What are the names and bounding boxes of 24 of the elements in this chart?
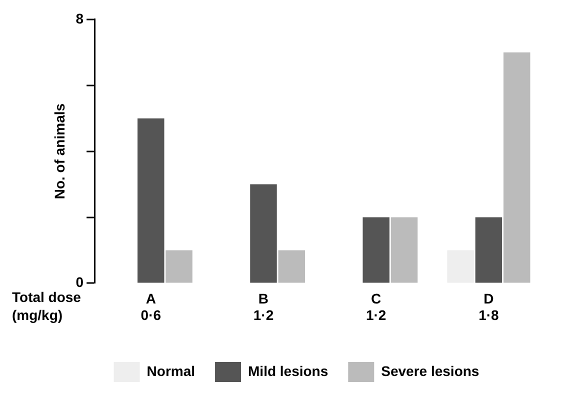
text: 1·8: [478, 307, 500, 324]
x-axis-title: Total dose (mg/kg): [12, 289, 82, 324]
bar: [278, 250, 306, 283]
text: 1·2: [366, 307, 386, 324]
text: 0·6: [140, 307, 162, 324]
y-axis-title: No. of animals: [51, 103, 68, 200]
bar: [390, 217, 418, 283]
bar: [503, 52, 530, 283]
legend-label: Normal: [146, 362, 196, 379]
bar: [138, 118, 164, 283]
bar: [362, 217, 390, 283]
legend-label: Severe lesions: [381, 362, 480, 379]
x-tick-label: B: [258, 290, 269, 306]
legend-label: Mild lesions: [248, 362, 328, 379]
bar: [447, 250, 474, 283]
y-tick-label: 8: [76, 10, 84, 26]
text: 1·2: [253, 307, 274, 324]
x-tick-label: C: [371, 290, 382, 306]
bar: [166, 250, 192, 283]
y-tick-label: 0: [76, 274, 84, 290]
x-tick-label: A: [146, 290, 156, 306]
bar: [250, 184, 277, 283]
x-tick-label: D: [484, 290, 494, 306]
bar: [475, 217, 502, 283]
